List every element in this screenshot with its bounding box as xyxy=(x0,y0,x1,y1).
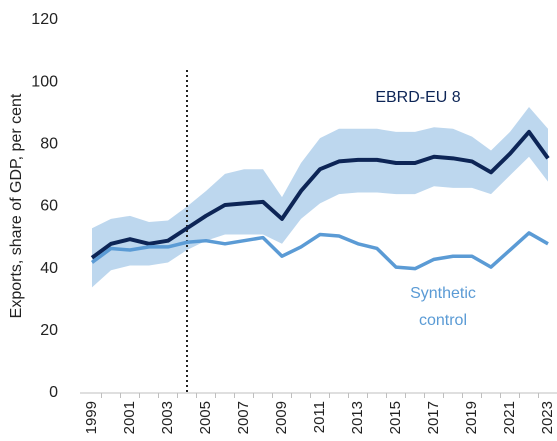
x-tick-label: 2009 xyxy=(273,401,290,434)
series-label: Synthetic control xyxy=(410,285,476,329)
x-tick-label: 2023 xyxy=(539,401,556,434)
x-tick-label: 2007 xyxy=(235,401,252,434)
y-tick-label: 40 xyxy=(40,260,58,277)
confidence-band xyxy=(92,107,548,288)
y-tick-label: 100 xyxy=(31,73,58,90)
x-tick-label: 2005 xyxy=(197,401,214,434)
x-tick-label: 2015 xyxy=(387,401,404,434)
x-tick-label: 2001 xyxy=(121,401,138,434)
x-tick-label: 2013 xyxy=(349,401,366,434)
y-axis-label: Exports, share of GDP, per cent xyxy=(8,93,25,318)
x-tick-label: 2021 xyxy=(501,401,518,434)
x-tick-label: 2003 xyxy=(159,401,176,434)
x-tick-label: 2011 xyxy=(311,401,328,433)
x-tick-label: 1999 xyxy=(83,401,100,434)
y-tick-label: 0 xyxy=(49,384,58,401)
y-tick-label: 20 xyxy=(40,322,58,339)
x-tick-label: 2017 xyxy=(425,401,442,434)
y-tick-label: 120 xyxy=(31,11,58,28)
x-tick-label: 2019 xyxy=(463,401,480,434)
series-line xyxy=(90,129,550,260)
y-tick-label: 80 xyxy=(40,136,58,153)
series-line xyxy=(90,231,549,271)
series-label: EBRD-EU 8 xyxy=(375,89,461,106)
y-tick-label: 60 xyxy=(40,198,58,215)
